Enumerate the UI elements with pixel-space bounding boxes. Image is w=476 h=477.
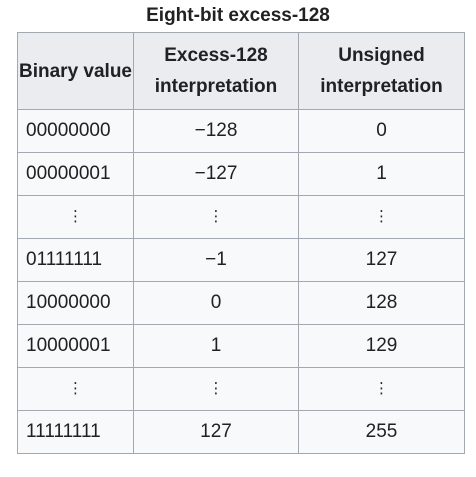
binary-cell: 00000000 bbox=[17, 109, 134, 153]
header-excess-128-interpretation: Excess-128 interpretation bbox=[133, 32, 299, 110]
unsigned-cell: 128 bbox=[298, 281, 465, 325]
excess-cell: 0 bbox=[133, 281, 299, 325]
ellipsis-row: ⋮ ⋮ ⋮ bbox=[17, 367, 465, 411]
excess-cell: −128 bbox=[133, 109, 299, 153]
unsigned-cell: 0 bbox=[298, 109, 465, 153]
vertical-ellipsis-cell: ⋮ bbox=[133, 195, 299, 239]
table-row: 10000001 1 129 bbox=[17, 324, 465, 368]
vertical-ellipsis-cell: ⋮ bbox=[17, 195, 134, 239]
unsigned-cell: 127 bbox=[298, 238, 465, 282]
excess-cell: 127 bbox=[133, 410, 299, 454]
vertical-ellipsis-cell: ⋮ bbox=[298, 367, 465, 411]
header-binary-value: Binary value bbox=[17, 32, 134, 110]
table-caption: Eight-bit excess-128 bbox=[146, 5, 330, 26]
table-row: 10000000 0 128 bbox=[17, 281, 465, 325]
binary-cell: 11111111 bbox=[17, 410, 134, 454]
vertical-ellipsis-cell: ⋮ bbox=[133, 367, 299, 411]
ellipsis-row: ⋮ ⋮ ⋮ bbox=[17, 195, 465, 239]
header-row: Binary value Excess-128 interpretation U… bbox=[17, 32, 465, 110]
table-row: 00000000 −128 0 bbox=[17, 109, 465, 153]
vertical-ellipsis-cell: ⋮ bbox=[17, 367, 134, 411]
excess-128-table: Binary value Excess-128 interpretation U… bbox=[17, 32, 465, 454]
table-row: 00000001 −127 1 bbox=[17, 152, 465, 196]
excess-cell: 1 bbox=[133, 324, 299, 368]
table-row: 01111111 −1 127 bbox=[17, 238, 465, 282]
table-row: 11111111 127 255 bbox=[17, 410, 465, 454]
binary-cell: 10000001 bbox=[17, 324, 134, 368]
unsigned-cell: 129 bbox=[298, 324, 465, 368]
binary-cell: 01111111 bbox=[17, 238, 134, 282]
binary-cell: 00000001 bbox=[17, 152, 134, 196]
excess-cell: −1 bbox=[133, 238, 299, 282]
excess-cell: −127 bbox=[133, 152, 299, 196]
vertical-ellipsis-cell: ⋮ bbox=[298, 195, 465, 239]
binary-cell: 10000000 bbox=[17, 281, 134, 325]
unsigned-cell: 255 bbox=[298, 410, 465, 454]
unsigned-cell: 1 bbox=[298, 152, 465, 196]
header-unsigned-interpretation: Unsigned interpretation bbox=[298, 32, 465, 110]
